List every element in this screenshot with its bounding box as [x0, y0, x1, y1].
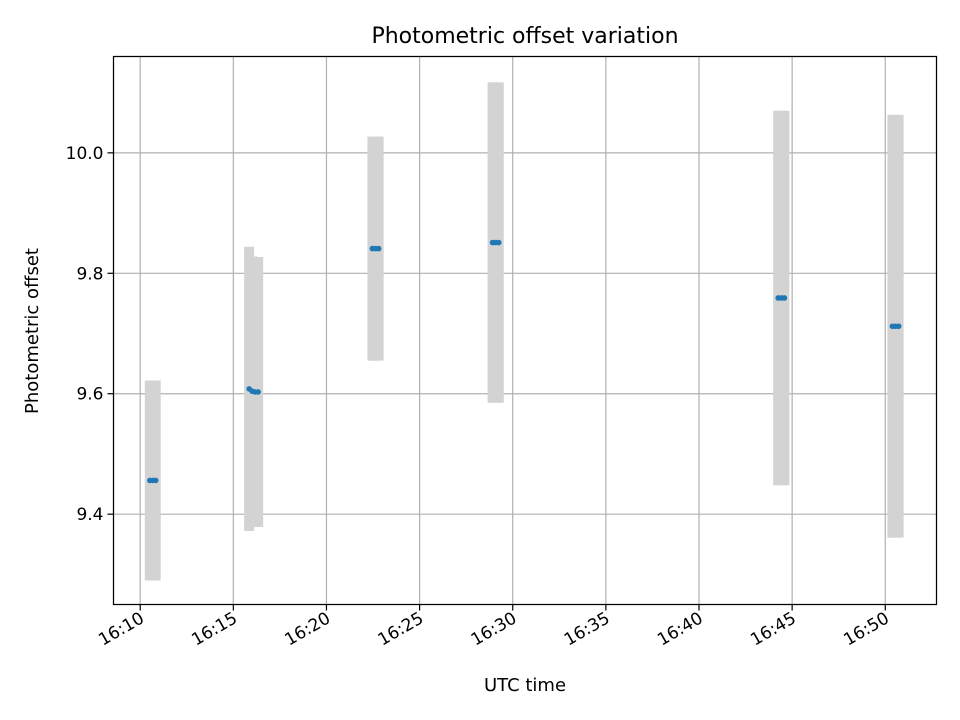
- y-tick-label: 9.4: [76, 505, 103, 525]
- y-tick-label: 9.8: [76, 264, 103, 284]
- y-axis-label: Photometric offset: [22, 248, 43, 414]
- x-axis-label: UTC time: [484, 675, 566, 696]
- chart-title: Photometric offset variation: [371, 24, 678, 49]
- data-point: [255, 389, 261, 395]
- data-point: [375, 245, 382, 252]
- plot-frame: [112, 55, 938, 606]
- data-points: [147, 239, 902, 484]
- y-tick-label: 10.0: [66, 144, 104, 164]
- y-tick-label: 9.6: [76, 385, 103, 405]
- data-point: [152, 477, 159, 484]
- data-point: [495, 239, 502, 246]
- data-point: [895, 323, 902, 330]
- data-point: [781, 295, 788, 301]
- y-axis-ticks: 9.4 9.6 9.8 10.0: [66, 144, 114, 525]
